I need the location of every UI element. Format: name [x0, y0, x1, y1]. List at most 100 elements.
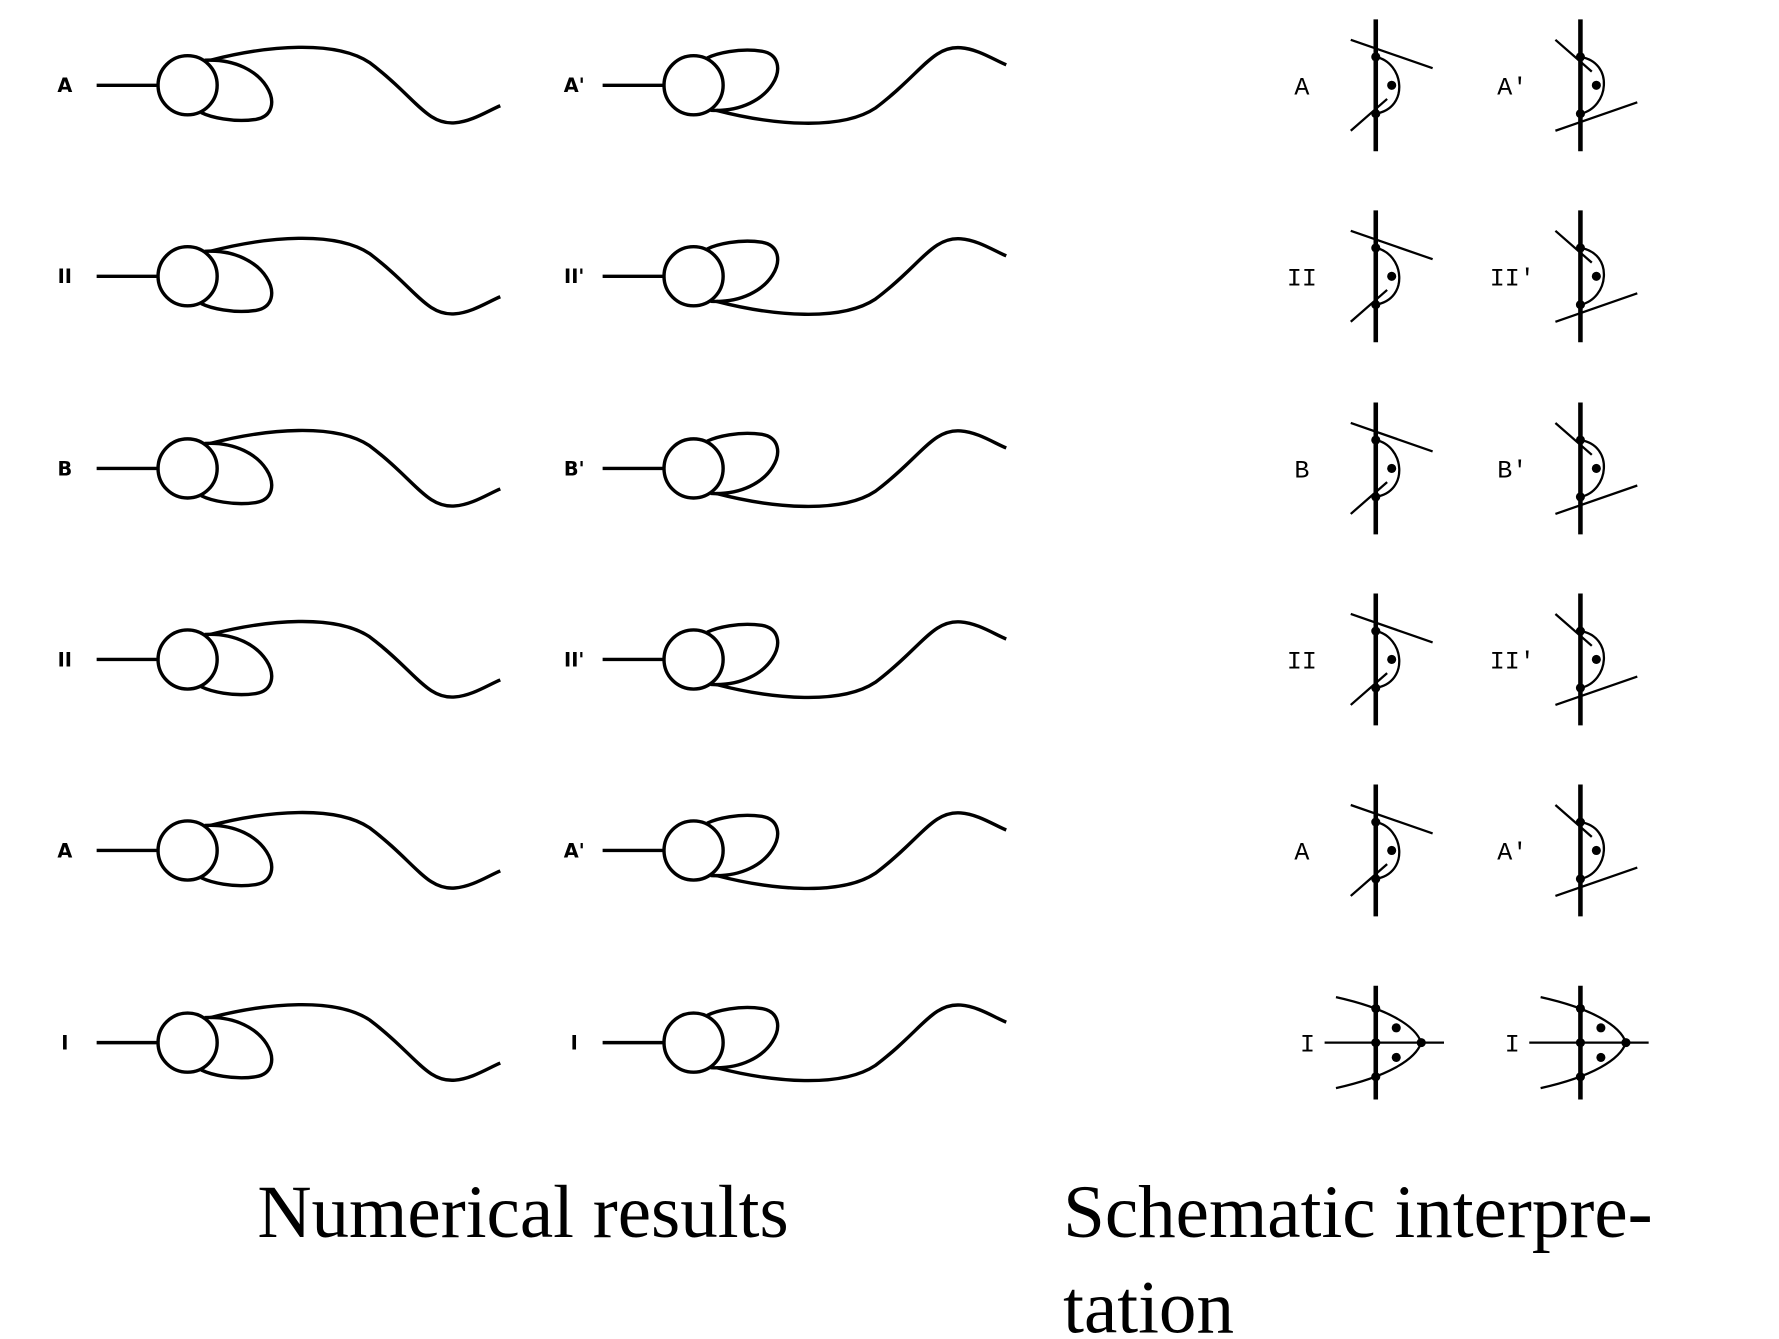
separatrix — [1351, 40, 1433, 68]
wake-line — [210, 621, 500, 697]
figure-content: Numerical results Schematic interpre- ta… — [57, 19, 1652, 1339]
point — [1621, 1038, 1630, 1047]
row-label: I — [1300, 1031, 1315, 1060]
point — [1576, 874, 1585, 883]
row-label: I — [1505, 1031, 1520, 1060]
separatrix — [1351, 614, 1433, 642]
point — [1592, 464, 1601, 473]
point — [1576, 109, 1585, 118]
point — [1371, 1004, 1380, 1013]
caption: Numerical results — [257, 1171, 788, 1254]
row-label: II′ — [1490, 648, 1535, 677]
separatrix — [1351, 99, 1387, 131]
wake-line — [716, 48, 1006, 124]
point — [1576, 1038, 1585, 1047]
point — [1387, 464, 1396, 473]
point — [1596, 1053, 1605, 1062]
wake-line — [210, 812, 500, 888]
row-label: II — [58, 265, 72, 288]
cylinder — [664, 821, 723, 880]
point — [1387, 81, 1396, 90]
separatrix — [1351, 864, 1387, 896]
point — [1392, 1023, 1401, 1032]
separatrix — [1555, 423, 1591, 455]
point — [1592, 846, 1601, 855]
row-label: I — [571, 1031, 578, 1054]
point — [1592, 272, 1601, 281]
point — [1576, 52, 1585, 61]
point — [1371, 874, 1380, 883]
row-label: B — [57, 457, 72, 480]
page: {"numerical": {"left_labels": ["A", "II"… — [0, 0, 1779, 1339]
separatrix — [1351, 673, 1387, 705]
point — [1576, 1004, 1585, 1013]
point — [1371, 300, 1380, 309]
caption: tation — [1063, 1267, 1234, 1339]
point — [1592, 655, 1601, 664]
row-label: B′ — [1497, 457, 1527, 486]
cylinder — [158, 247, 217, 306]
wake-line — [716, 622, 1006, 698]
point — [1576, 492, 1585, 501]
row-label: I — [61, 1031, 68, 1054]
row-label: A — [1294, 73, 1309, 102]
separatrix — [1555, 677, 1637, 705]
point — [1387, 846, 1396, 855]
wake-line — [716, 239, 1006, 315]
point — [1576, 300, 1585, 309]
point — [1387, 272, 1396, 281]
point — [1371, 818, 1380, 827]
point — [1371, 1072, 1380, 1081]
point — [1387, 655, 1396, 664]
row-label: A — [57, 839, 72, 862]
separatrix — [1555, 614, 1591, 646]
row-label: B — [1294, 457, 1309, 486]
cylinder — [664, 56, 723, 115]
cylinder — [664, 630, 723, 689]
wake-line — [210, 238, 500, 314]
wake-line — [716, 1005, 1006, 1081]
point — [1576, 818, 1585, 827]
separatrix — [1555, 868, 1637, 896]
point — [1592, 81, 1601, 90]
row-label: A' — [564, 74, 585, 97]
point — [1371, 109, 1380, 118]
wake-line — [210, 47, 500, 123]
wake-line — [210, 1005, 500, 1081]
separatrix — [1555, 485, 1637, 513]
point — [1371, 1038, 1380, 1047]
row-label: II — [1287, 264, 1317, 293]
separatrix — [1555, 40, 1591, 72]
point — [1371, 52, 1380, 61]
cylinder — [158, 630, 217, 689]
row-label: B' — [564, 457, 585, 480]
row-label: II' — [564, 265, 584, 288]
row-label: II — [58, 648, 72, 671]
cylinder — [158, 1013, 217, 1072]
figure: Numerical results Schematic interpre- ta… — [0, 0, 1779, 1339]
separatrix — [1351, 805, 1433, 833]
point — [1371, 626, 1380, 635]
point — [1371, 492, 1380, 501]
point — [1576, 626, 1585, 635]
row-label: A' — [564, 839, 585, 862]
cylinder — [664, 247, 723, 306]
row-label: A — [1294, 839, 1309, 868]
separatrix — [1351, 482, 1387, 514]
separatrix — [1555, 293, 1637, 321]
point — [1576, 683, 1585, 692]
separatrix — [1351, 231, 1433, 259]
separatrix — [1555, 102, 1637, 130]
point — [1371, 683, 1380, 692]
cylinder — [664, 1013, 723, 1072]
cylinder — [158, 439, 217, 498]
wake-line — [716, 431, 1006, 507]
row-label: A — [57, 74, 72, 97]
point — [1371, 435, 1380, 444]
separatrix — [1351, 423, 1433, 451]
row-label: II' — [564, 648, 584, 671]
separatrix — [1555, 805, 1591, 837]
point — [1576, 435, 1585, 444]
point — [1576, 1072, 1585, 1081]
point — [1576, 243, 1585, 252]
